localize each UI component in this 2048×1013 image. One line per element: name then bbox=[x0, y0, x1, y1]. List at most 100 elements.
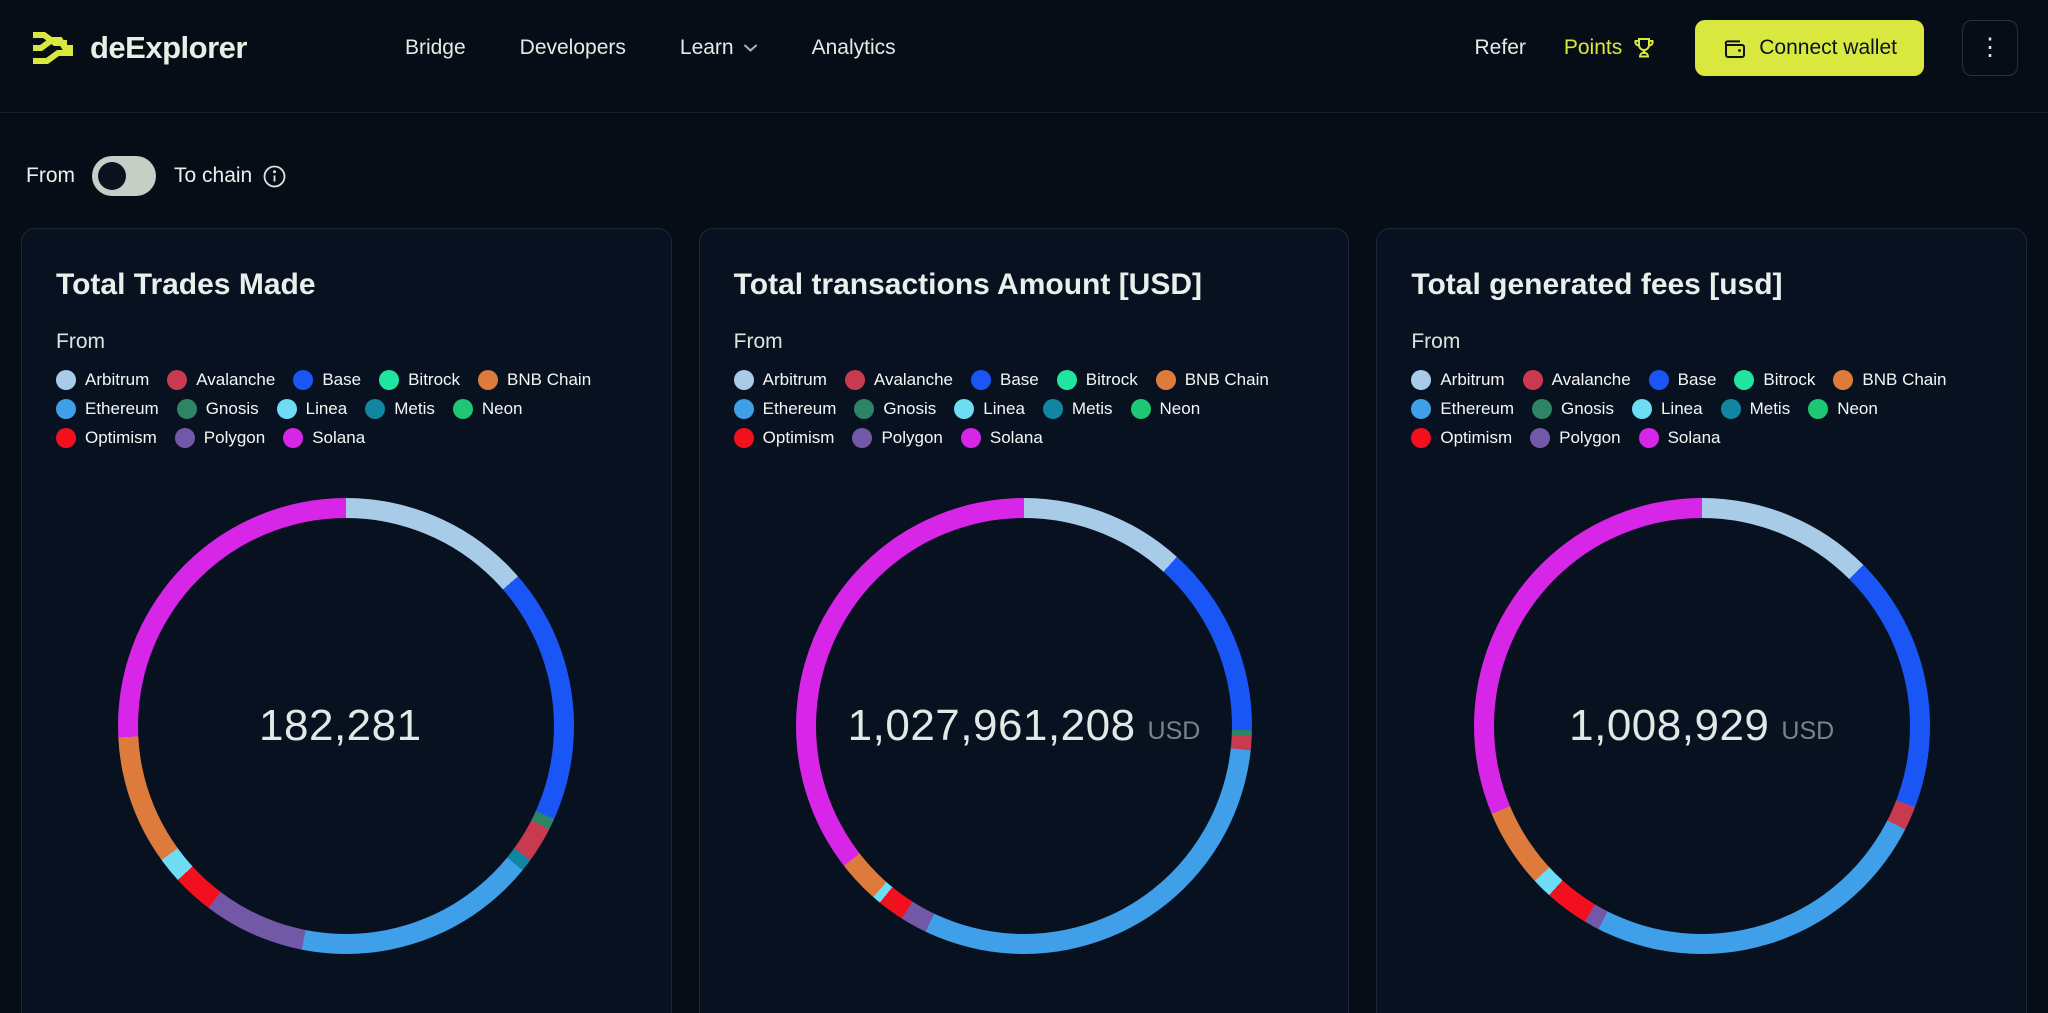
legend-item-base[interactable]: Base bbox=[1648, 370, 1716, 390]
legend-item-solana[interactable]: Solana bbox=[283, 428, 365, 448]
legend-dot bbox=[365, 399, 386, 419]
wallet-icon bbox=[1722, 36, 1747, 61]
legend-item-avalanche[interactable]: Avalanche bbox=[844, 370, 953, 390]
legend-item-polygon[interactable]: Polygon bbox=[852, 428, 943, 448]
legend-label: Solana bbox=[989, 428, 1043, 447]
legend-item-bitrock[interactable]: Bitrock bbox=[379, 370, 460, 390]
legend-item-arbitrum[interactable]: Arbitrum bbox=[1411, 370, 1505, 390]
legend-item-metis[interactable]: Metis bbox=[1720, 399, 1790, 419]
legend-item-linea[interactable]: Linea bbox=[954, 399, 1025, 419]
legend-label: Neon bbox=[481, 399, 523, 418]
legend-dot bbox=[1522, 370, 1543, 390]
info-icon[interactable] bbox=[262, 164, 287, 189]
legend-dot bbox=[1734, 370, 1755, 390]
legend-label: Linea bbox=[983, 399, 1025, 418]
legend-item-ethereum[interactable]: Ethereum bbox=[1411, 399, 1514, 419]
legend-item-metis[interactable]: Metis bbox=[365, 399, 435, 419]
points-link[interactable]: Points bbox=[1564, 35, 1657, 61]
legend-item-gnosis[interactable]: Gnosis bbox=[176, 399, 259, 419]
legend-label: Optimism bbox=[762, 428, 835, 447]
main-nav: Bridge Developers Learn Analytics bbox=[405, 36, 896, 60]
legend-dot bbox=[1808, 399, 1829, 419]
refer-link[interactable]: Refer bbox=[1474, 36, 1526, 59]
donut-chart-transactions-amount[interactable]: 1,027,961,208 USD bbox=[796, 498, 1252, 954]
nav-item-analytics[interactable]: Analytics bbox=[811, 36, 896, 59]
legend-label: Gnosis bbox=[1561, 399, 1614, 418]
legend-dot bbox=[1130, 399, 1151, 419]
legend-dot bbox=[293, 370, 314, 390]
legend-item-linea[interactable]: Linea bbox=[276, 399, 347, 419]
nav-item-learn[interactable]: Learn bbox=[680, 36, 758, 60]
transactions-amount-unit: USD bbox=[1147, 716, 1201, 745]
legend-item-arbitrum[interactable]: Arbitrum bbox=[56, 370, 149, 390]
legend-item-polygon[interactable]: Polygon bbox=[1530, 428, 1621, 448]
nav-item-developers[interactable]: Developers bbox=[519, 36, 626, 59]
legend-dot bbox=[733, 399, 754, 419]
legend-item-solana[interactable]: Solana bbox=[1638, 428, 1721, 448]
donut-chart-generated-fees[interactable]: 1,008,929 USD bbox=[1473, 498, 1930, 954]
legend-dot bbox=[1631, 399, 1652, 419]
legend-label: Ethereum bbox=[1440, 399, 1515, 418]
legend-label: Avalanche bbox=[873, 370, 953, 389]
more-menu-button[interactable]: ⋮ bbox=[1962, 20, 2018, 76]
legend-item-gnosis[interactable]: Gnosis bbox=[1532, 399, 1614, 419]
legend-item-bnb-chain[interactable]: BNB Chain bbox=[1833, 370, 1947, 390]
from-toggle-label: From bbox=[26, 164, 75, 187]
connect-wallet-button[interactable]: Connect wallet bbox=[1695, 20, 1924, 76]
legend-item-bnb-chain[interactable]: BNB Chain bbox=[1155, 370, 1269, 390]
legend-item-gnosis[interactable]: Gnosis bbox=[854, 399, 936, 419]
total-trades-value: 182,281 bbox=[259, 701, 422, 750]
legend-dot bbox=[733, 370, 754, 390]
legend-dot bbox=[1638, 428, 1659, 448]
legend-dot bbox=[733, 428, 754, 448]
legend-item-ethereum[interactable]: Ethereum bbox=[733, 399, 836, 419]
legend-item-optimism[interactable]: Optimism bbox=[1411, 428, 1512, 448]
legend-dot bbox=[844, 370, 865, 390]
generated-fees-unit: USD bbox=[1781, 716, 1835, 745]
legend-dot bbox=[1411, 399, 1432, 419]
legend-item-linea[interactable]: Linea bbox=[1631, 399, 1703, 419]
legend-item-avalanche[interactable]: Avalanche bbox=[1522, 370, 1631, 390]
donut-hole bbox=[1493, 518, 1910, 934]
legend-item-neon[interactable]: Neon bbox=[452, 399, 523, 419]
legend-item-bitrock[interactable]: Bitrock bbox=[1056, 370, 1138, 390]
chevron-down-icon bbox=[743, 43, 758, 53]
donut-center-label: 1,027,961,208 USD bbox=[796, 498, 1252, 954]
legend-item-optimism[interactable]: Optimism bbox=[733, 428, 835, 448]
card-title: Total generated fees [usd] bbox=[1411, 268, 1783, 301]
legend-label: Arbitrum bbox=[85, 370, 150, 389]
legend-item-neon[interactable]: Neon bbox=[1130, 399, 1200, 419]
brand-name: deExplorer bbox=[90, 30, 247, 65]
legend-item-ethereum[interactable]: Ethereum bbox=[56, 399, 159, 419]
chain-legend: Arbitrum Avalanche Base Bitrock BNB Chain Eth… bbox=[733, 370, 1294, 448]
top-nav: deExplorer Bridge Developers Learn Analy… bbox=[0, 0, 2048, 113]
legend-item-avalanche[interactable]: Avalanche bbox=[167, 370, 275, 390]
legend-label: Base bbox=[1000, 370, 1039, 389]
legend-item-arbitrum[interactable]: Arbitrum bbox=[733, 370, 827, 390]
from-to-toggle[interactable] bbox=[92, 156, 156, 196]
legend-label: Solana bbox=[1667, 428, 1721, 447]
legend-label: Polygon bbox=[1559, 428, 1621, 447]
brand-logo[interactable]: deExplorer bbox=[30, 27, 247, 69]
legend-label: Neon bbox=[1837, 399, 1878, 418]
card-title: Total Trades Made bbox=[56, 268, 316, 301]
legend-label: Ethereum bbox=[85, 399, 159, 418]
legend-dot bbox=[971, 370, 991, 390]
to-chain-label: To chain bbox=[174, 164, 253, 187]
legend-label: Bitrock bbox=[408, 370, 461, 389]
legend-item-base[interactable]: Base bbox=[971, 370, 1039, 390]
donut-hole bbox=[138, 518, 555, 934]
legend-dot bbox=[1042, 399, 1063, 419]
legend-item-optimism[interactable]: Optimism bbox=[56, 428, 157, 448]
legend-item-base[interactable]: Base bbox=[293, 370, 361, 390]
legend-item-bnb-chain[interactable]: BNB Chain bbox=[478, 370, 591, 390]
legend-item-neon[interactable]: Neon bbox=[1808, 399, 1878, 419]
legend-item-solana[interactable]: Solana bbox=[960, 428, 1043, 448]
card-total-transactions-amount: Total transactions Amount [USD] From Arb… bbox=[698, 228, 1350, 1013]
nav-item-bridge[interactable]: Bridge bbox=[404, 36, 466, 59]
donut-chart-total-trades[interactable]: 182,281 bbox=[118, 498, 575, 954]
legend-item-bitrock[interactable]: Bitrock bbox=[1734, 370, 1815, 390]
legend-item-polygon[interactable]: Polygon bbox=[174, 428, 265, 448]
donut-hole bbox=[816, 518, 1232, 934]
legend-item-metis[interactable]: Metis bbox=[1042, 399, 1113, 419]
